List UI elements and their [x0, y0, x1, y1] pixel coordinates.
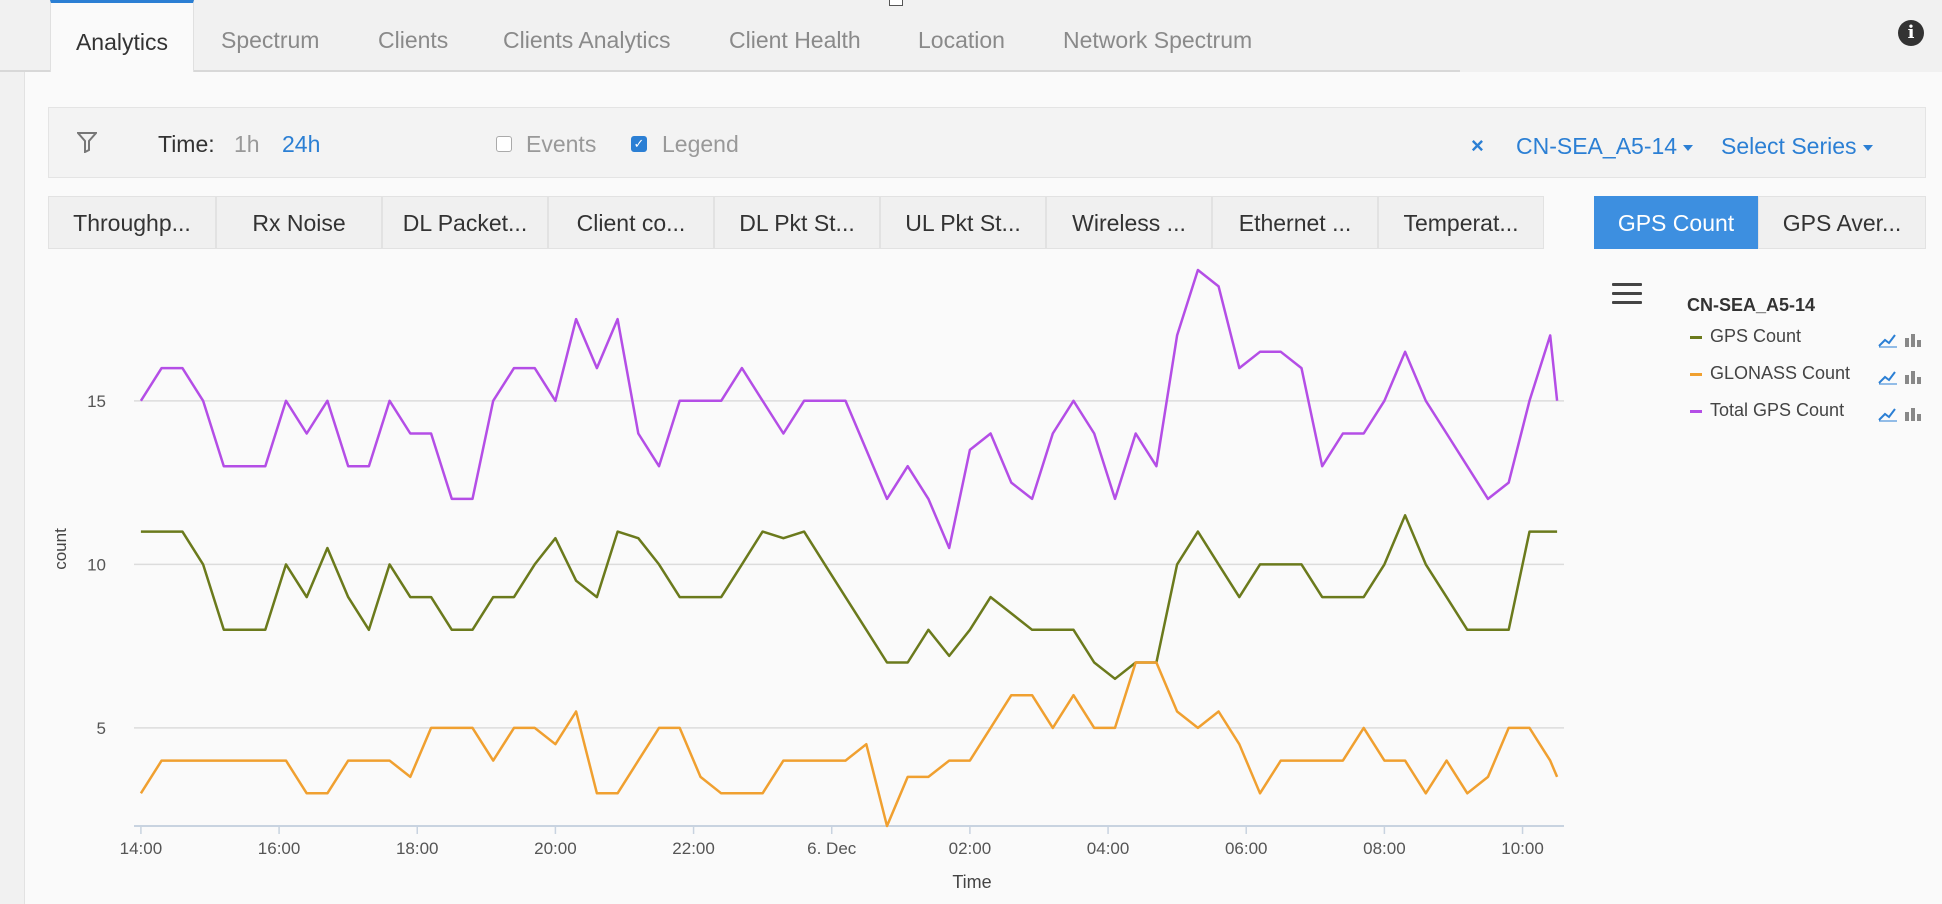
x-axis-label: Time: [952, 872, 991, 892]
y-axis-label: count: [51, 528, 70, 570]
time-option-1h[interactable]: 1h: [234, 131, 260, 157]
x-tick-label: 10:00: [1501, 839, 1544, 858]
y-tick-label: 5: [97, 719, 106, 738]
remove-series-icon[interactable]: ×: [1471, 133, 1484, 158]
legend-item-label: GPS Count: [1710, 326, 1802, 346]
tab-bar-divider: [0, 70, 1460, 72]
tab-location[interactable]: Location: [918, 27, 1005, 53]
legend-item-glonass-count[interactable]: GLONASS Count: [1690, 363, 1850, 384]
metric-tab-gps-average[interactable]: GPS Aver...: [1758, 196, 1926, 249]
metric-tab-temperature[interactable]: Temperat...: [1378, 196, 1544, 249]
filter-icon[interactable]: [77, 131, 97, 153]
legend-label: Legend: [662, 131, 739, 157]
x-tick-label: 6. Dec: [807, 839, 857, 858]
line-chart-icon: [1878, 408, 1896, 421]
series-type-icons[interactable]: [1877, 367, 1927, 387]
legend-item-gps-count[interactable]: GPS Count: [1690, 326, 1801, 347]
bar-chart-icon: [1905, 412, 1909, 421]
events-label: Events: [526, 131, 597, 157]
chart-grid: [134, 400, 1564, 729]
metric-tab-ul-pkt-stats[interactable]: UL Pkt St...: [880, 196, 1046, 249]
series-dropdown[interactable]: CN-SEA_A5-14: [1516, 133, 1694, 160]
top-tab-bar: Analytics Spectrum Clients Clients Analy…: [0, 0, 1942, 72]
time-option-24h[interactable]: 24h: [282, 131, 321, 157]
metric-tab-rx-noise[interactable]: Rx Noise: [216, 196, 382, 249]
x-tick-label: 04:00: [1087, 839, 1130, 858]
series-line-glonass-count: [139, 661, 1559, 828]
x-tick-label: 20:00: [534, 839, 577, 858]
metric-tab-client-count[interactable]: Client co...: [548, 196, 714, 249]
line-chart-icon: [1878, 334, 1896, 347]
x-tick-label: 16:00: [258, 839, 301, 858]
series-dropdown-label: CN-SEA_A5-14: [1516, 133, 1678, 159]
tab-analytics[interactable]: Analytics: [50, 0, 194, 72]
x-tick-label: 22:00: [672, 839, 715, 858]
chevron-down-icon: [1683, 144, 1694, 151]
x-tick-label: 02:00: [949, 839, 992, 858]
tab-clients[interactable]: Clients: [378, 27, 449, 53]
legend-item-label: GLONASS Count: [1710, 363, 1851, 383]
line-chart-icon: [1878, 371, 1896, 384]
window-marker: [889, 0, 903, 6]
series-type-icons[interactable]: [1877, 330, 1927, 350]
bar-chart-icon: [1905, 375, 1909, 384]
tab-network-spectrum[interactable]: Network Spectrum: [1063, 27, 1253, 53]
series-line-total-gps-count: [139, 268, 1559, 550]
x-tick-label: 06:00: [1225, 839, 1268, 858]
y-tick-label: 15: [87, 392, 106, 411]
time-label: Time:: [158, 131, 215, 157]
metric-tab-dl-pkt-stats[interactable]: DL Pkt St...: [714, 196, 880, 249]
chart-axes: 5 10 15 14:00 16:00 18:00 20:00 22:00 6. Dec 02:0…: [87, 392, 1564, 858]
events-checkbox[interactable]: [496, 136, 512, 152]
bar-chart-icon: [1905, 338, 1909, 347]
y-tick-label: 10: [87, 555, 106, 574]
select-series-label: Select Series: [1721, 133, 1857, 159]
legend-swatch: [1690, 409, 1702, 413]
legend-checkbox[interactable]: ✓: [631, 136, 647, 152]
metric-tab-gps-count[interactable]: GPS Count: [1594, 196, 1758, 249]
legend-item-total-gps-count[interactable]: Total GPS Count: [1690, 400, 1844, 421]
series-type-icons[interactable]: [1877, 404, 1927, 424]
select-series-dropdown[interactable]: Select Series: [1721, 133, 1873, 160]
metric-tab-dl-packet[interactable]: DL Packet...: [382, 196, 548, 249]
legend-title: CN-SEA_A5-14: [1687, 295, 1816, 315]
tab-client-health[interactable]: Client Health: [729, 27, 861, 53]
metric-tab-throughput[interactable]: Throughp...: [48, 196, 216, 249]
legend-item-label: Total GPS Count: [1710, 400, 1845, 420]
chart-menu-icon[interactable]: [1612, 283, 1642, 307]
x-tick-label: 18:00: [396, 839, 439, 858]
chevron-down-icon: [1862, 144, 1873, 151]
x-tick-label: 08:00: [1363, 839, 1406, 858]
filter-bar: [48, 107, 1926, 178]
chart-series: [139, 268, 1559, 828]
series-line-gps-count: [140, 514, 1558, 681]
x-tick-label: 14:00: [120, 839, 163, 858]
tab-spectrum[interactable]: Spectrum: [221, 27, 320, 53]
metric-tab-ethernet[interactable]: Ethernet ...: [1212, 196, 1378, 249]
legend-swatch: [1690, 335, 1702, 339]
metric-tab-wireless[interactable]: Wireless ...: [1046, 196, 1212, 249]
legend-swatch: [1690, 372, 1702, 376]
tab-clients-analytics[interactable]: Clients Analytics: [503, 27, 671, 53]
info-icon[interactable]: i: [1898, 20, 1924, 46]
